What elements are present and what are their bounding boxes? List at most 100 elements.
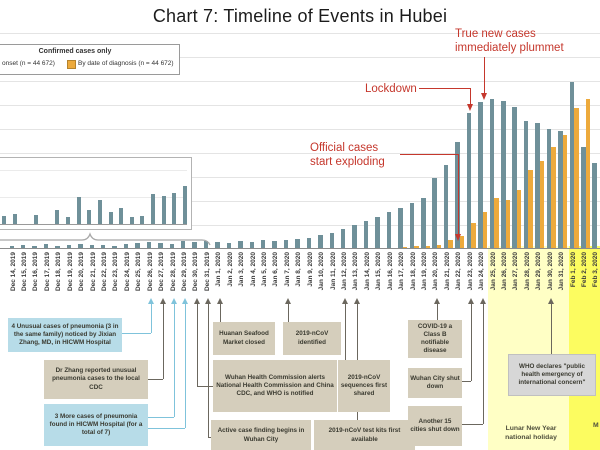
inset-zoom-box — [0, 157, 192, 230]
bar-onset — [523, 121, 529, 248]
x-axis-label: Dec 18, 2019 — [55, 252, 63, 292]
connector-line — [148, 428, 186, 429]
x-axis-label: Jan 23, 2020 — [466, 252, 474, 291]
bar-onset — [432, 178, 437, 248]
bar-onset — [306, 238, 312, 248]
connector-line — [482, 304, 484, 424]
x-axis-label: Jan 1, 2020 — [215, 252, 223, 287]
bar-onset — [249, 242, 255, 248]
bar-onset — [146, 242, 152, 248]
bar-onset — [215, 242, 220, 248]
x-axis-label: Dec 14, 2019 — [9, 252, 17, 292]
bar-onset — [489, 99, 495, 248]
inset-bar — [183, 186, 188, 224]
bar-onset — [581, 147, 586, 248]
connector-line — [196, 386, 213, 387]
bar-diagnosis — [539, 161, 545, 248]
x-axis-label: Jan 31, 2020 — [558, 252, 566, 291]
inset-bar — [140, 216, 145, 224]
connector-line — [151, 304, 153, 333]
x-axis-label: Jan 4, 2020 — [249, 252, 257, 287]
connector-line — [219, 304, 221, 322]
annotation-line — [458, 154, 459, 234]
connector-line — [436, 304, 438, 320]
event-box-unusual-cases: 4 Unusual cases of pneumonia (3 in the s… — [8, 318, 122, 352]
annotation-arrow-icon — [467, 104, 473, 111]
connector-line — [185, 304, 187, 428]
bar-onset — [55, 246, 60, 248]
bar-onset — [398, 208, 403, 248]
bar-diagnosis — [471, 223, 476, 248]
annotation-arrow-icon — [455, 234, 461, 241]
bar-onset — [43, 244, 49, 248]
brace-connector — [0, 232, 211, 246]
bar-onset — [66, 245, 72, 248]
connector-arrow-icon — [548, 298, 555, 304]
inset-bar — [12, 214, 17, 224]
annotation-arrow-icon — [481, 93, 487, 100]
annotation-line — [484, 57, 485, 93]
inset-bar — [97, 200, 102, 224]
bar-onset — [386, 212, 392, 248]
x-axis-label: Dec 29, 2019 — [180, 252, 188, 292]
x-axis-label: Jan 11, 2020 — [329, 252, 337, 290]
x-axis-label: Jan 16, 2020 — [386, 252, 394, 291]
inset-bar — [2, 216, 6, 224]
connector-line — [148, 379, 163, 380]
bar-diagnosis — [505, 200, 511, 248]
annotation-official-cases: Official cases start exploding — [310, 142, 385, 169]
connector-line — [122, 333, 152, 334]
connector-line — [288, 304, 290, 322]
bar-onset — [558, 131, 563, 248]
x-axis-label: Jan 21, 2020 — [443, 252, 451, 291]
inset-bar — [151, 194, 156, 224]
lunar-holiday-label: Lunar New Year national holiday — [505, 425, 557, 442]
connector-arrow-icon — [159, 298, 166, 304]
bar-onset — [546, 129, 552, 248]
connector-arrow-icon — [193, 298, 200, 304]
x-axis-label: Dec 27, 2019 — [158, 252, 166, 292]
x-axis-label: Jan 28, 2020 — [523, 252, 531, 291]
connector-line — [196, 304, 198, 386]
inset-bar — [33, 215, 38, 224]
inset-bar — [65, 217, 70, 224]
annotation-lockdown: Lockdown — [365, 83, 417, 95]
x-axis-label: Jan 27, 2020 — [512, 252, 520, 291]
bar-onset — [226, 243, 232, 248]
x-axis-label: Jan 8, 2020 — [295, 252, 303, 287]
gridline — [0, 201, 600, 202]
bar-onset — [375, 217, 380, 248]
bar-onset — [443, 165, 449, 248]
x-axis-label: Dec 24, 2019 — [123, 252, 131, 292]
gridline — [0, 105, 600, 106]
gridline — [0, 81, 600, 82]
cropped-region-label: M — [593, 422, 599, 429]
x-axis-label: Jan 3, 2020 — [238, 252, 246, 287]
bar-onset — [466, 113, 472, 248]
connector-line — [471, 304, 473, 381]
inset-bar — [108, 212, 113, 224]
bar-diagnosis — [516, 190, 522, 248]
x-axis-line — [0, 248, 600, 249]
bar-diagnosis — [528, 170, 533, 248]
x-axis-label: Dec 31, 2019 — [203, 252, 211, 292]
bar-onset — [158, 243, 163, 248]
x-axis-label: Dec 23, 2019 — [112, 252, 120, 292]
x-axis-label: Dec 22, 2019 — [100, 252, 108, 292]
connector-line — [174, 304, 176, 417]
event-box-test-kits: 2019-nCoV test kits first available — [314, 420, 415, 450]
inset-gridline — [0, 197, 187, 198]
x-axis-label: Jan 25, 2020 — [489, 252, 497, 291]
bar-onset — [569, 82, 575, 248]
bar-diagnosis — [585, 99, 591, 248]
x-axis-label: Feb 3, 2020 — [592, 252, 600, 288]
bar-onset — [100, 245, 106, 248]
x-axis-label: Dec 25, 2019 — [135, 252, 143, 292]
connector-line — [148, 417, 175, 418]
annotation-line — [419, 88, 471, 89]
x-axis-label: Jan 30, 2020 — [546, 252, 554, 291]
bar-onset — [169, 244, 175, 248]
x-axis-label: Dec 19, 2019 — [66, 252, 74, 292]
connector-line — [208, 304, 210, 437]
